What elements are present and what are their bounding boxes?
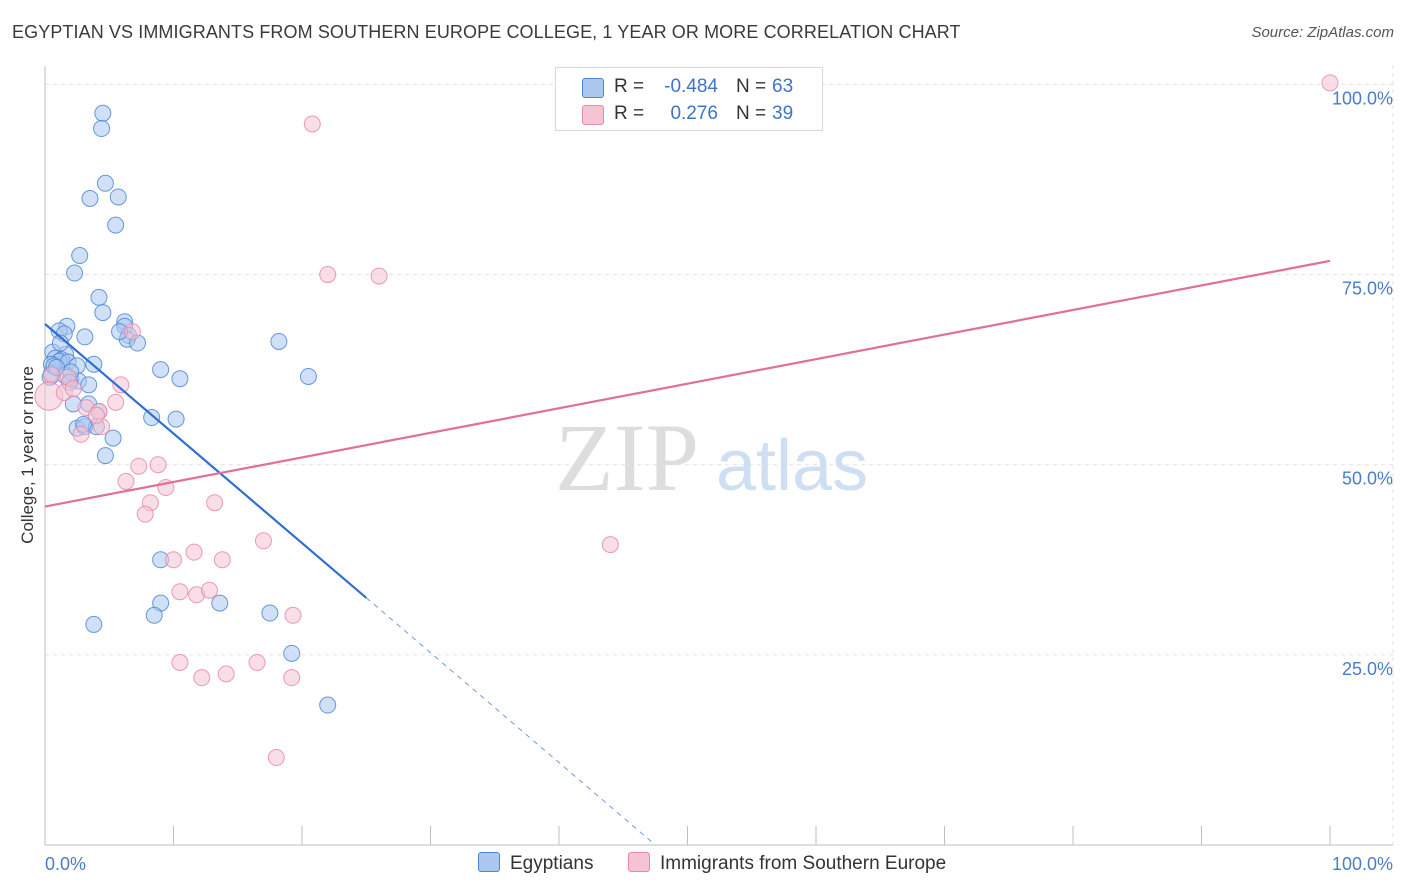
southern-europe-point	[319, 266, 337, 284]
southern-europe-point	[193, 669, 211, 687]
source-label: Source: ZipAtlas.com	[1251, 24, 1394, 41]
southern-europe-trend-line	[44, 259, 1331, 508]
n-value: 39	[772, 103, 794, 124]
southern-europe-point	[165, 551, 182, 569]
blue-swatch	[478, 852, 500, 872]
y-tick-label: 50.0%	[1342, 469, 1393, 489]
southern-europe-point	[303, 115, 321, 133]
southern-europe-point	[107, 393, 125, 411]
blue-swatch	[582, 78, 604, 98]
egyptians-point	[94, 304, 112, 322]
egyptians-point	[90, 288, 108, 306]
n-value: 63	[772, 76, 794, 97]
southern-europe-point	[200, 581, 218, 599]
southern-europe-point	[1321, 74, 1339, 92]
southern-europe-point	[72, 425, 90, 443]
egyptians-point	[96, 447, 114, 465]
pink-swatch	[582, 105, 604, 125]
southern-europe-point	[248, 653, 266, 671]
egyptians-point	[145, 606, 163, 624]
legend-row-southern-europe: R = 0.276 N = 39	[556, 101, 822, 128]
southern-europe-point	[64, 380, 82, 398]
egyptians-point	[319, 696, 337, 714]
egyptians-point	[283, 644, 301, 662]
legend-label: Egyptians	[510, 853, 594, 874]
egyptians-point	[299, 367, 317, 385]
southern-europe-point	[149, 456, 167, 474]
southern-europe-point	[136, 505, 154, 523]
egyptians-trend-extension	[365, 597, 656, 846]
egyptians-point	[85, 615, 103, 633]
egyptians-point	[167, 410, 185, 428]
southern-europe-point	[117, 472, 135, 490]
southern-europe-point	[171, 653, 189, 671]
y-tick-label: 75.0%	[1342, 279, 1393, 299]
egyptians-point	[270, 332, 288, 350]
egyptians-point	[143, 409, 161, 427]
southern-europe-point	[130, 457, 148, 475]
egyptians-point	[152, 361, 170, 379]
n-label: N =	[736, 76, 767, 97]
southern-europe-point	[123, 323, 141, 341]
southern-europe-point	[283, 669, 301, 687]
n-label: N =	[736, 103, 767, 124]
trend-lines	[44, 259, 1331, 846]
egyptians-point	[104, 429, 122, 447]
egyptians-point	[94, 104, 112, 122]
legend-item-southern-europe: Immigrants from Southern Europe	[628, 852, 946, 875]
egyptians-point	[76, 328, 94, 346]
southern-europe-point	[171, 583, 189, 601]
southern-europe-point	[112, 376, 130, 394]
egyptians-point	[109, 188, 127, 206]
southern-europe-point	[206, 494, 224, 512]
egyptians-point	[80, 376, 98, 394]
southern-europe-point	[87, 406, 105, 424]
legend-item-egyptians: Egyptians	[478, 852, 593, 875]
egyptians-point	[171, 370, 189, 388]
egyptians-point	[107, 216, 125, 234]
southern-europe-point	[185, 543, 203, 561]
data-points	[34, 74, 1339, 767]
axes	[44, 66, 1393, 846]
egyptians-point	[71, 247, 89, 265]
southern-europe-point	[42, 366, 60, 384]
egyptians-point	[211, 594, 229, 612]
southern-europe-point	[254, 532, 272, 550]
legend-label: Immigrants from Southern Europe	[660, 853, 947, 874]
chart-title: EGYPTIAN VS IMMIGRANTS FROM SOUTHERN EUR…	[12, 22, 961, 42]
southern-europe-point	[370, 267, 388, 285]
egyptians-trend-line	[44, 323, 367, 599]
southern-europe-point	[213, 551, 231, 569]
egyptians-point	[261, 604, 279, 622]
y-tick-label: 25.0%	[1342, 659, 1393, 679]
legend-row-egyptians: R = -0.484 N = 63	[556, 74, 822, 101]
pink-swatch	[628, 852, 650, 872]
r-label: R =	[614, 103, 645, 124]
tick-labels: 25.0% 50.0% 75.0% 100.0% 0.0% 100.0%	[45, 88, 1393, 874]
egyptians-point	[93, 120, 111, 138]
egyptians-point	[81, 189, 99, 207]
southern-europe-point	[601, 536, 619, 554]
y-tick-label: 100.0%	[1332, 88, 1393, 108]
r-label: R =	[614, 76, 645, 97]
r-value: 0.276	[670, 103, 718, 124]
watermark-atlas: atlas	[716, 426, 868, 506]
southern-europe-point	[284, 606, 302, 624]
southern-europe-point	[217, 665, 235, 683]
y-axis-label: College, 1 year or more	[18, 366, 37, 544]
r-value: -0.484	[664, 76, 718, 97]
grid	[45, 65, 1394, 845]
watermark-zip: ZIP	[555, 404, 699, 511]
x-tick-label: 100.0%	[1332, 854, 1393, 874]
egyptians-point	[66, 264, 84, 282]
egyptians-point	[96, 174, 114, 192]
correlation-legend: R = -0.484 N = 63 R = 0.276 N = 39	[555, 67, 823, 131]
x-tick-label: 0.0%	[45, 854, 86, 874]
southern-europe-point	[267, 749, 285, 767]
